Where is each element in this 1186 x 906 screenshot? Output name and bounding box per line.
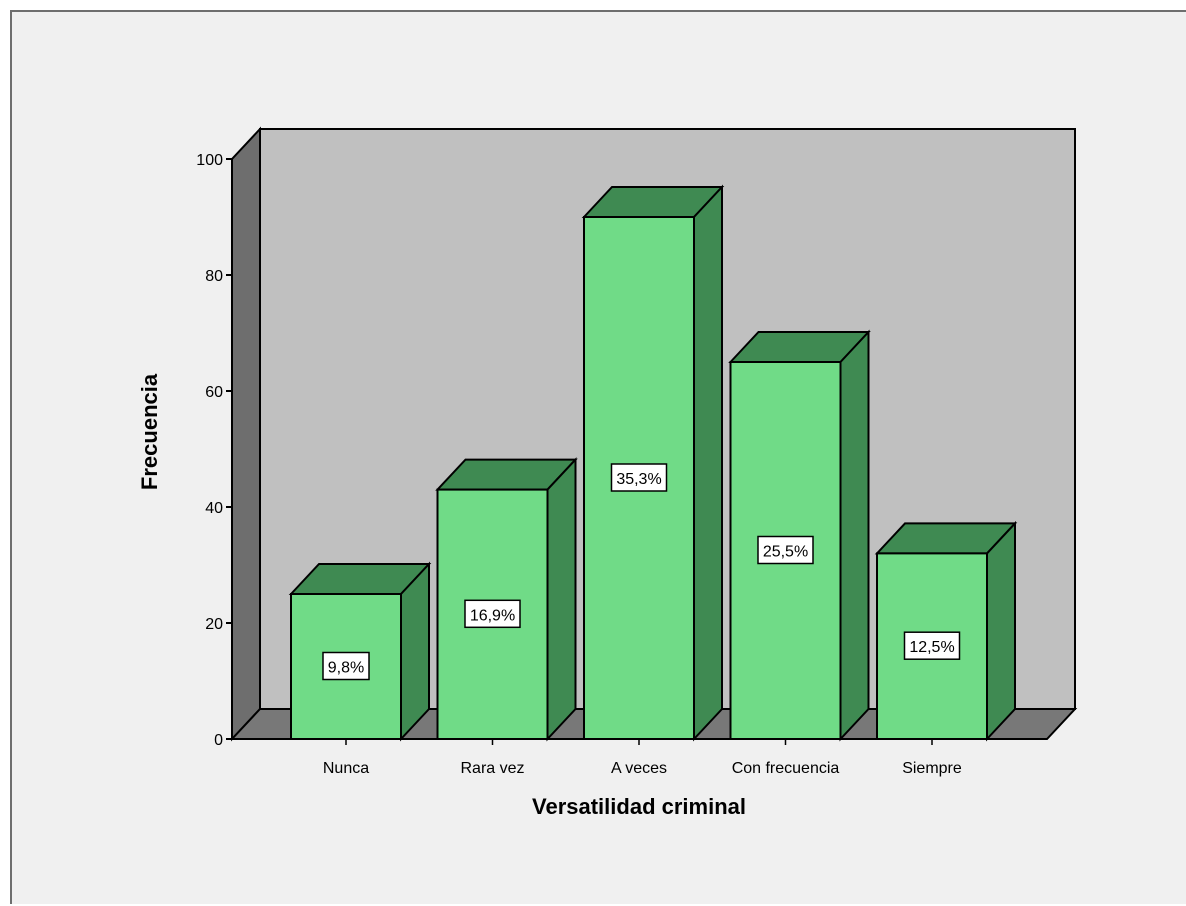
x-tick-label: Nunca: [323, 760, 369, 777]
bar-side-face: [693, 184, 723, 742]
y-axis: 0 20 40 60 80 100: [196, 152, 233, 749]
data-label-box: [610, 463, 668, 492]
bars-group: 9,8% 16,9% 35,3% 25,5% 12,5%: [288, 184, 1018, 742]
bar: 9,8%: [288, 561, 432, 742]
bar-side-face: [839, 329, 870, 742]
data-label-box: [464, 599, 521, 629]
bar-chart: 0 20 40 60 80 100 9,8% 16,9% 35,3% 25,5% 12,5% Nu…: [137, 126, 1078, 819]
bar: 35,3%: [581, 184, 725, 742]
y-tick-label: 100: [196, 152, 223, 169]
data-label-text: 16,9%: [470, 607, 515, 624]
x-tick-label: Con frecuencia: [732, 760, 840, 777]
bar: 16,9%: [435, 457, 578, 742]
data-label-box: [322, 651, 370, 681]
chart-side-wall: [231, 126, 261, 742]
chart-frame: 0 20 40 60 80 100 9,8% 16,9% 35,3% 25,5% 12,5% Nu…: [10, 10, 1186, 904]
bar: 25,5%: [728, 329, 871, 742]
y-tick-label: 80: [205, 268, 223, 285]
x-tick-label: Rara vez: [460, 760, 524, 777]
y-axis-title: Frecuencia: [137, 373, 162, 490]
data-label-box: [757, 535, 814, 565]
data-label: 25,5%: [757, 535, 814, 565]
data-label-text: 25,5%: [763, 544, 808, 561]
x-axis: Nunca Rara vez A veces Con frecuencia Siempr…: [323, 739, 962, 777]
bar-side-face: [986, 520, 1016, 742]
data-label: 35,3%: [610, 463, 668, 492]
x-tick-label: Siempre: [902, 760, 962, 777]
y-tick-label: 40: [205, 500, 223, 517]
data-label-text: 35,3%: [616, 471, 661, 488]
bar-side-face: [400, 561, 430, 742]
data-label: 16,9%: [464, 599, 521, 629]
data-label-text: 12,5%: [909, 639, 954, 656]
y-tick-label: 20: [205, 616, 223, 633]
bar: 12,5%: [874, 520, 1018, 742]
x-tick-label: A veces: [611, 760, 667, 777]
data-label: 12,5%: [903, 631, 961, 660]
y-tick-label: 0: [214, 732, 223, 749]
bar-side-face: [546, 457, 577, 742]
x-axis-title: Versatilidad criminal: [532, 794, 746, 819]
y-tick-label: 60: [205, 384, 223, 401]
data-label-box: [903, 631, 961, 660]
data-label: 9,8%: [322, 651, 370, 681]
data-label-text: 9,8%: [328, 660, 364, 677]
